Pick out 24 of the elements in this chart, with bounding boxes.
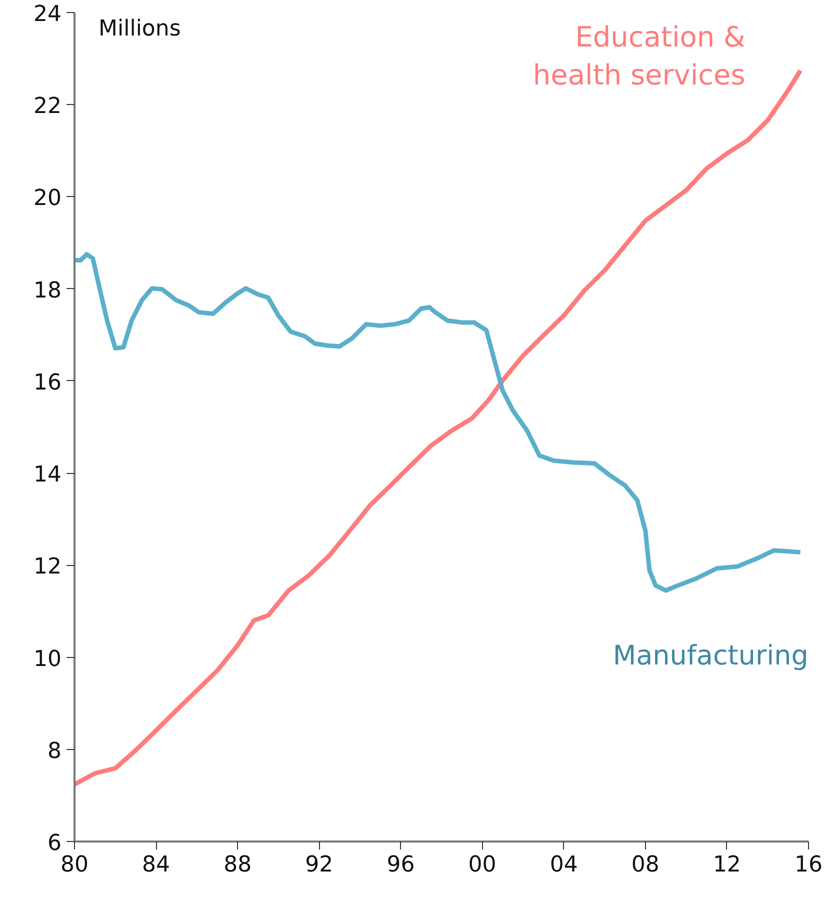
y-tick-label: 20 [34,186,62,212]
x-tick-label: 04 [550,852,578,878]
x-tick-label: 16 [794,852,823,878]
x-tick-label: 12 [712,852,741,878]
x-tick-label: 08 [631,852,660,878]
y-tick-label: 10 [34,646,62,672]
x-tick-label: 88 [224,852,252,878]
y-tick-label: 24 [34,2,62,27]
series-label: Education & health services [532,20,746,92]
line-series [74,252,803,593]
x-tick-label: 80 [60,852,89,878]
text: Manufacturing [612,640,808,672]
y-tick-label: 16 [34,370,62,396]
x-tick-label: 00 [468,852,496,878]
y-tick-label: 18 [34,278,62,304]
x-tick-label: 84 [142,852,170,878]
y-tick-label: 6 [48,831,62,856]
y-tick-label: 22 [34,94,62,120]
y-axis-title: Millions [98,16,181,42]
x-tick-label: 96 [386,852,415,878]
x-tick-label: 92 [305,852,334,878]
y-tick-label: 14 [34,462,62,488]
y-tick-label: 12 [34,554,62,580]
y-tick-label: 8 [48,738,62,764]
